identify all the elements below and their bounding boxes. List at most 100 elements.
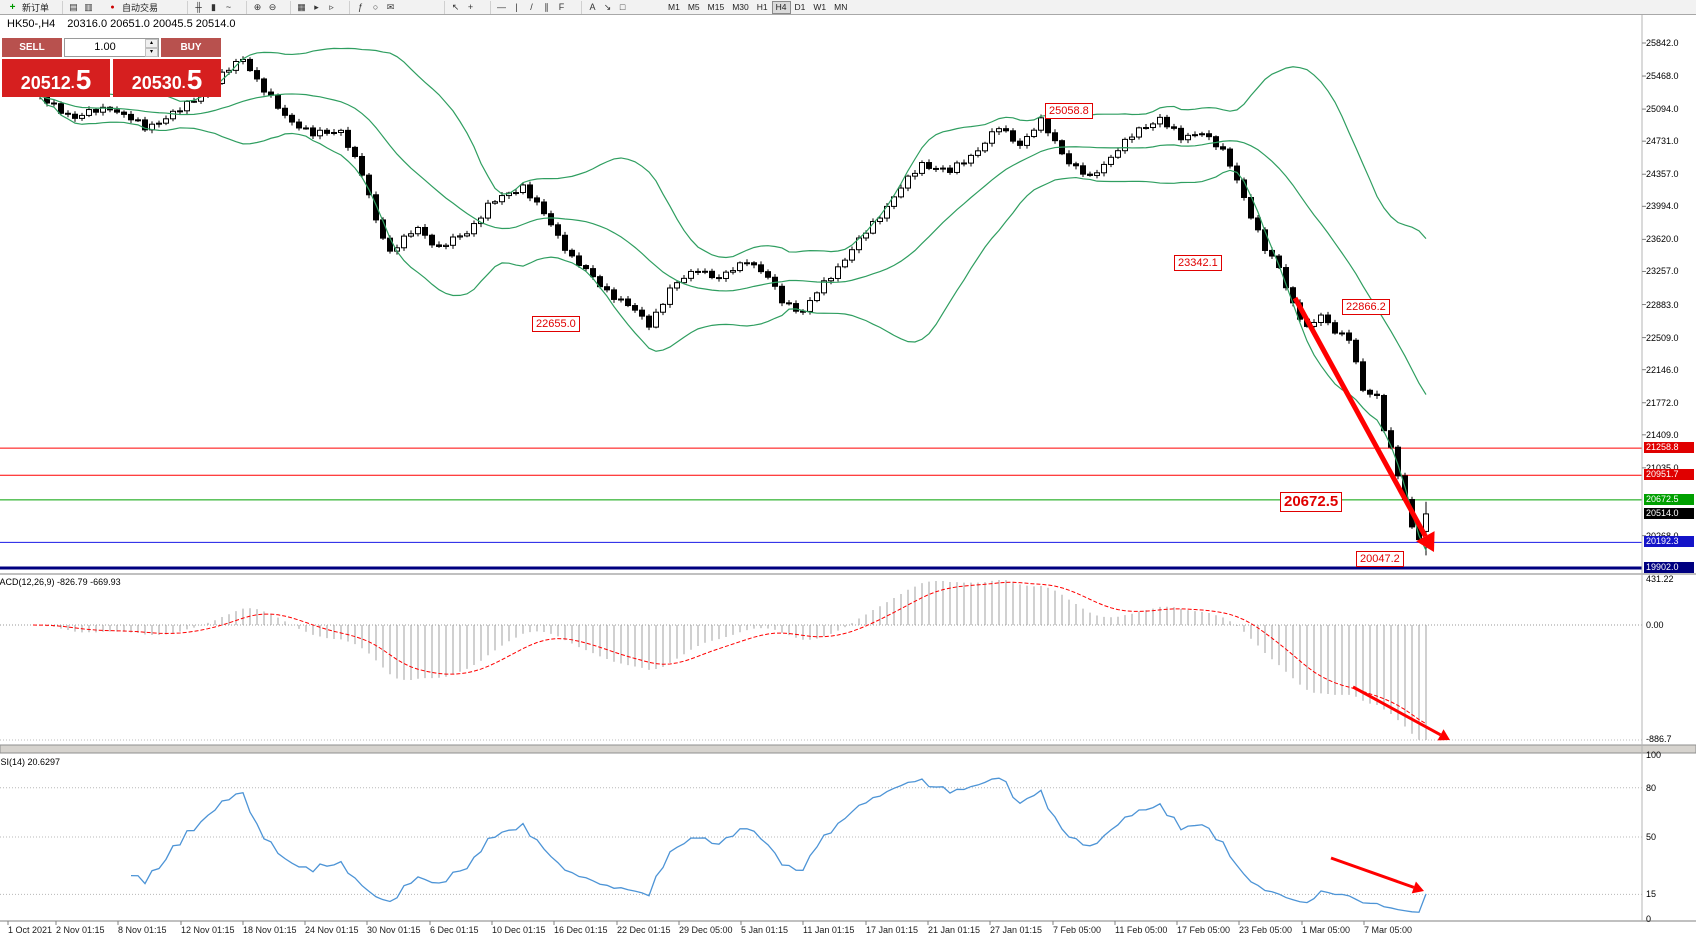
bb-lower [39, 96, 1427, 551]
macd-name: MACD(12,26,9) [0, 577, 55, 587]
line-chart-icon[interactable]: ~ [221, 1, 236, 14]
new-order-label: 新订单 [22, 2, 50, 13]
time-axis-label: 1 Oct 2021 [8, 925, 53, 935]
timeframe-group: M1 M5 M15 M30 H1 H4 D1 W1 MN [664, 0, 851, 14]
timeframe-m5[interactable]: M5 [684, 1, 704, 14]
time-axis-label: 7 Mar 05:00 [1364, 925, 1413, 935]
toolbar-group: ⊕ ⊖ [246, 0, 280, 14]
price-annotation[interactable]: 23342.1 [1174, 255, 1222, 271]
time-axis-label: 16 Dec 01:15 [554, 925, 608, 935]
macd-scale-max: 431.22 [1646, 574, 1674, 584]
price-line-label: 19902.0 [1644, 562, 1694, 573]
timeframe-mn[interactable]: MN [830, 1, 851, 14]
trend-arrow[interactable] [1292, 296, 1428, 538]
horizontal-line-icon[interactable]: — [494, 1, 509, 14]
zoom-in-icon[interactable]: ⊕ [250, 1, 265, 14]
price-annotation[interactable]: 25058.8 [1045, 103, 1093, 119]
price-axis-label: 23994.0 [1646, 201, 1679, 211]
candlesticks [30, 56, 1429, 556]
volume-control: 1.00 ▴ ▾ [64, 38, 159, 57]
timeframe-m15[interactable]: M15 [704, 1, 729, 14]
price-axis-label: 25842.0 [1646, 38, 1679, 48]
volume-decrease-button[interactable]: ▾ [145, 48, 158, 57]
sell-price-display[interactable]: 20512. 5 [2, 59, 110, 97]
rsi-scale-label: 80 [1646, 783, 1657, 793]
trend-arrow[interactable] [1352, 685, 1442, 737]
time-axis-label: 24 Nov 01:15 [305, 925, 359, 935]
timeframe-m30[interactable]: M30 [728, 1, 753, 14]
volume-spinner: ▴ ▾ [145, 39, 158, 57]
timeframe-d1[interactable]: D1 [791, 1, 810, 14]
price-axis-label: 21035.0 [1646, 463, 1679, 473]
time-axis-label: 11 Jan 01:15 [803, 925, 855, 935]
bollinger-bands [39, 47, 1427, 551]
price-axis-label: 23257.0 [1646, 266, 1679, 276]
time-axis-label: 8 Nov 01:15 [118, 925, 167, 935]
toolbar-group: — | / ∥ F [490, 0, 569, 14]
price-axis-label: 24357.0 [1646, 169, 1679, 179]
panel-splitter[interactable] [0, 744, 1696, 754]
volume-increase-button[interactable]: ▴ [145, 39, 158, 48]
time-axis-label: 7 Feb 05:00 [1053, 925, 1102, 935]
new-order-button[interactable]: + 新订单 [2, 1, 52, 14]
symbol-period: HK50-,H4 [7, 18, 56, 30]
bb-middle [39, 93, 1427, 395]
crosshair-icon[interactable]: + [463, 1, 478, 14]
volume-value[interactable]: 1.00 [94, 41, 116, 53]
text-icon[interactable]: A [585, 1, 600, 14]
candlestick-icon[interactable]: ▮ [206, 1, 221, 14]
profiles-icon[interactable]: ▥ [81, 1, 96, 14]
macd-label: MACD(12,26,9) -826.79 -669.93 [0, 577, 121, 587]
time-axis-label: 11 Feb 05:00 [1115, 925, 1168, 935]
price-axis-label: 21409.0 [1646, 430, 1679, 440]
trend-arrow-head [1437, 729, 1450, 741]
auto-scroll-icon[interactable]: ▸ [309, 1, 324, 14]
channel-icon[interactable]: ∥ [539, 1, 554, 14]
price-line-label: 21258.8 [1644, 442, 1694, 453]
autotrade-button[interactable]: ● 自动交易 [102, 1, 161, 14]
indicators-icon[interactable]: ƒ [353, 1, 368, 14]
trendline-icon[interactable]: / [524, 1, 539, 14]
buy-button[interactable]: BUY [161, 38, 221, 57]
price-line-label: 20192.3 [1644, 536, 1694, 547]
arrows-icon[interactable]: ↘ [600, 1, 615, 14]
time-axis-label: 21 Jan 01:15 [928, 925, 981, 935]
bar-chart-icon[interactable]: ╫ [191, 1, 206, 14]
timeframe-h1[interactable]: H1 [753, 1, 772, 14]
timeframe-w1[interactable]: W1 [809, 1, 830, 14]
macd-scale-min: -886.7 [1646, 734, 1672, 744]
rsi-value: 20.6297 [27, 757, 61, 767]
time-axis-label: 10 Dec 01:15 [492, 925, 546, 935]
zoom-out-icon[interactable]: ⊖ [265, 1, 280, 14]
templates-icon[interactable]: ✉ [383, 1, 398, 14]
price-annotation[interactable]: 22655.0 [532, 316, 580, 332]
sell-button[interactable]: SELL [2, 38, 62, 57]
rsi-scale-label: 15 [1646, 889, 1657, 899]
rsi-label: RSI(14) 20.6297 [0, 757, 60, 767]
tile-windows-icon[interactable]: ▦ [294, 1, 309, 14]
fibonacci-icon[interactable]: F [554, 1, 569, 14]
vertical-line-icon[interactable]: | [509, 1, 524, 14]
trend-arrow[interactable] [1330, 856, 1415, 889]
trend-arrows [1292, 296, 1450, 894]
price-annotation[interactable]: 20047.2 [1356, 551, 1404, 567]
new-order-icon: + [9, 1, 16, 13]
periods-icon[interactable]: ○ [368, 1, 383, 14]
chart-shift-icon[interactable]: ▹ [324, 1, 339, 14]
time-axis-label: 23 Feb 05:00 [1239, 925, 1293, 935]
toolbar-group: ↖ + [444, 0, 478, 14]
price-axis-label: 25468.0 [1646, 71, 1679, 81]
cursor-icon[interactable]: ↖ [448, 1, 463, 14]
time-axis-label: 17 Jan 01:15 [866, 925, 919, 935]
timeframe-h4[interactable]: H4 [771, 0, 791, 14]
buy-price-display[interactable]: 20530. 5 [113, 59, 221, 97]
price-annotation[interactable]: 22866.2 [1342, 299, 1390, 315]
price-axis-label: 22509.0 [1646, 333, 1679, 343]
charts-icon[interactable]: ▤ [66, 1, 81, 14]
shapes-icon[interactable]: □ [615, 1, 630, 14]
ohlc-values: 20316.0 20651.0 20045.5 20514.0 [67, 18, 236, 30]
timeframe-m1[interactable]: M1 [664, 1, 684, 14]
macd-indicator [0, 580, 1642, 741]
price-annotation[interactable]: 20672.5 [1280, 492, 1343, 512]
